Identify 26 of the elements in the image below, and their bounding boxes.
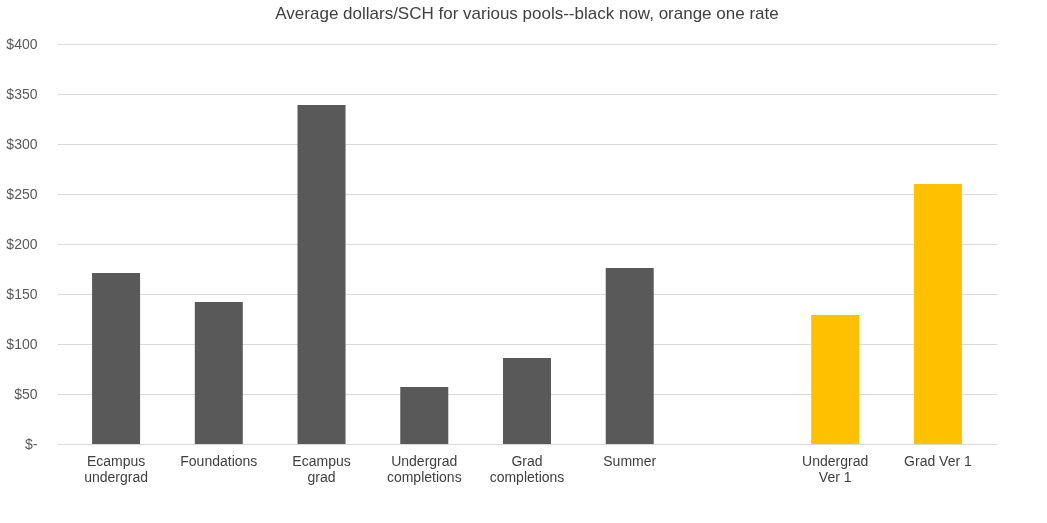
x-tick-label: Undergrad Ver 1: [802, 452, 869, 485]
y-tick-label: $150: [6, 285, 38, 302]
y-tick-label: $300: [6, 135, 38, 152]
x-tick-label: Undergrad completions: [386, 452, 462, 485]
bar: [400, 387, 449, 444]
chart-title: Average dollars/SCH for various pools--black now, orange one rate: [275, 4, 779, 23]
bar: [811, 315, 860, 444]
y-tick-label: $400: [6, 35, 38, 52]
bar: [503, 358, 551, 444]
y-tick-label: $250: [6, 185, 38, 202]
y-tick-label: $100: [6, 335, 38, 352]
y-tick-label: $-: [25, 435, 38, 452]
x-tick-label: Grad completions: [489, 452, 565, 485]
x-tick-label: Ecampus grad: [292, 452, 351, 485]
y-tick-label: $350: [6, 85, 38, 102]
bar: [605, 268, 654, 444]
bar: [913, 184, 962, 444]
x-tick-label: Ecampus undergrad: [84, 452, 148, 485]
y-tick-label: $200: [6, 235, 38, 252]
x-tick-label: Summer: [603, 452, 657, 469]
bar: [297, 105, 346, 444]
bar: [92, 273, 141, 444]
y-tick-label: $50: [14, 385, 38, 402]
x-tick-label: Grad Ver 1: [904, 452, 972, 469]
x-tick-label: Foundations: [180, 452, 258, 469]
bar: [194, 302, 243, 444]
